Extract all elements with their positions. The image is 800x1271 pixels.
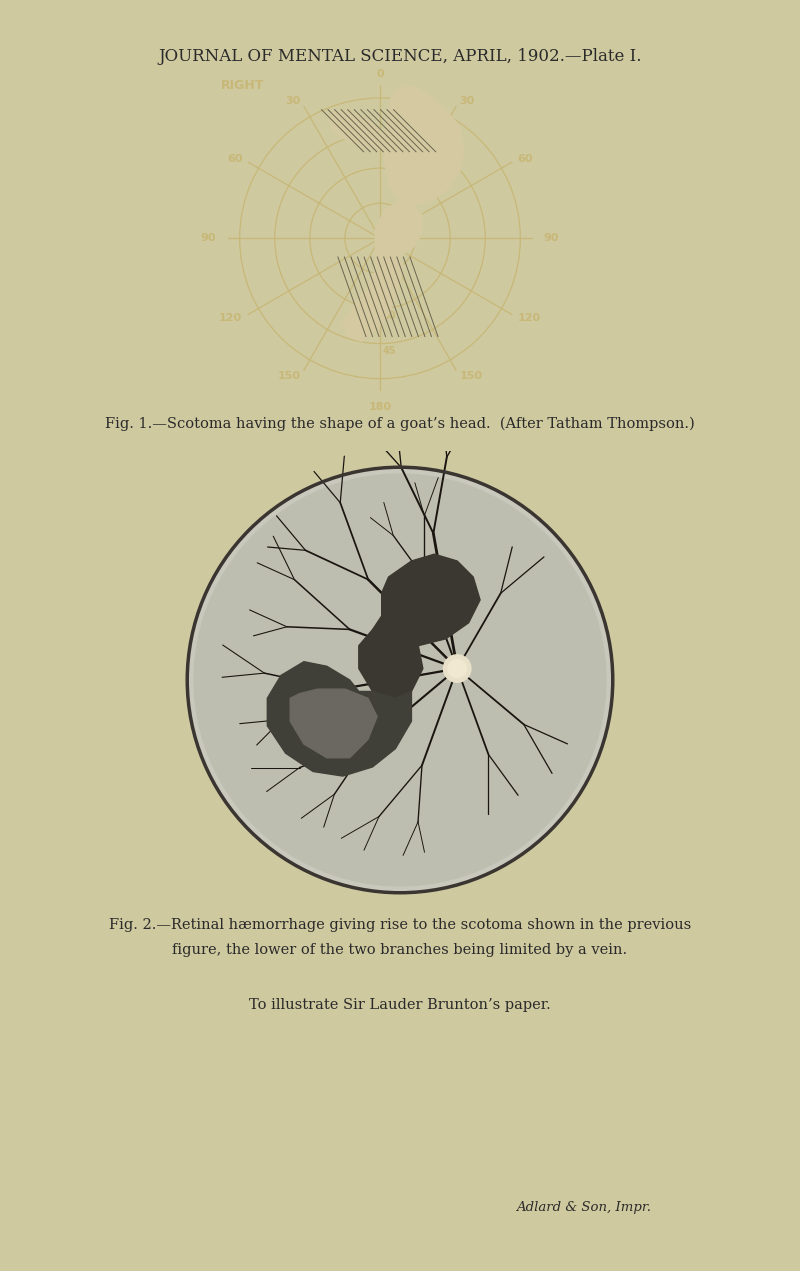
Text: 0: 0 <box>376 69 384 79</box>
Text: Fig. 2.—Retinal hæmorrhage giving rise to the scotoma shown in the previous: Fig. 2.—Retinal hæmorrhage giving rise t… <box>109 918 691 932</box>
Text: 150: 150 <box>459 371 482 381</box>
Circle shape <box>187 468 613 892</box>
Circle shape <box>194 474 606 886</box>
Polygon shape <box>342 248 403 341</box>
Text: figure, the lower of the two branches being limited by a vein.: figure, the lower of the two branches be… <box>173 943 627 957</box>
Circle shape <box>448 660 466 677</box>
Text: 15: 15 <box>382 276 396 286</box>
Polygon shape <box>267 662 411 777</box>
Text: 90: 90 <box>201 234 216 243</box>
Text: To illustrate Sir Lauder Brunton’s paper.: To illustrate Sir Lauder Brunton’s paper… <box>249 998 551 1012</box>
Polygon shape <box>385 86 464 206</box>
Text: 90: 90 <box>544 234 559 243</box>
Text: 30: 30 <box>286 95 301 105</box>
Circle shape <box>443 655 471 683</box>
Text: 120: 120 <box>518 313 541 323</box>
Polygon shape <box>290 689 377 758</box>
Text: JOURNAL OF MENTAL SCIENCE, APRIL, 1902.—Plate I.: JOURNAL OF MENTAL SCIENCE, APRIL, 1902.—… <box>158 48 642 65</box>
Polygon shape <box>375 201 422 257</box>
Text: 150: 150 <box>278 371 301 381</box>
Text: 30: 30 <box>459 95 474 105</box>
Text: 30: 30 <box>382 311 396 320</box>
Polygon shape <box>329 109 390 150</box>
Text: 45: 45 <box>382 346 396 356</box>
Text: 60: 60 <box>226 154 242 164</box>
Text: Adlard & Son, Impr.: Adlard & Son, Impr. <box>517 1201 651 1214</box>
Polygon shape <box>382 554 480 646</box>
Text: 180: 180 <box>369 402 391 412</box>
Text: 120: 120 <box>219 313 242 323</box>
Polygon shape <box>359 616 423 698</box>
Text: RIGHT: RIGHT <box>221 79 264 93</box>
Text: 60: 60 <box>518 154 534 164</box>
Text: Fig. 1.—Scotoma having the shape of a goat’s head.  (After Tatham Thompson.): Fig. 1.—Scotoma having the shape of a go… <box>105 417 695 431</box>
